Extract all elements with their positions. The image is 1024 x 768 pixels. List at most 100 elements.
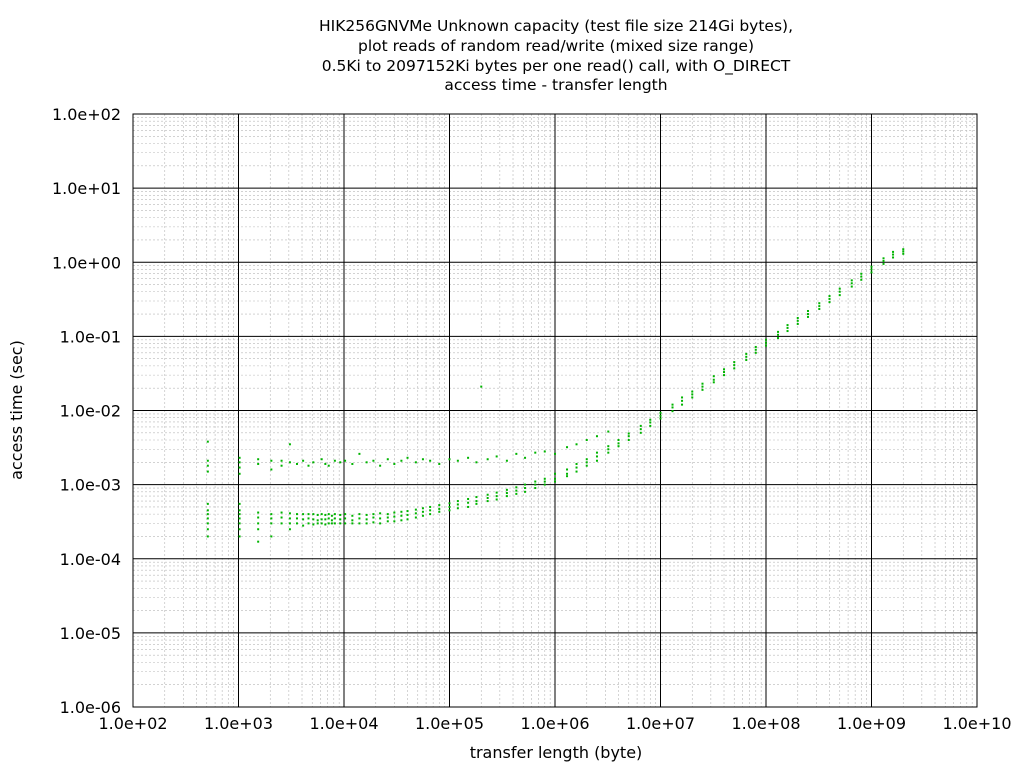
data-point: [238, 502, 241, 505]
data-point: [327, 522, 330, 525]
data-point: [400, 519, 403, 522]
data-point: [543, 450, 546, 453]
data-point: [617, 438, 620, 441]
data-point: [701, 382, 704, 385]
data-point: [333, 513, 336, 516]
data-point: [765, 344, 767, 347]
data-point: [595, 459, 598, 462]
data-point: [257, 540, 260, 543]
data-point: [280, 516, 283, 519]
data-point: [639, 431, 642, 434]
chart-title-line-3: 0.5Ki to 2097152Ki bytes per one read() …: [322, 57, 791, 76]
x-tick-label: 1.0e+04: [309, 714, 378, 733]
data-point: [754, 348, 757, 351]
data-point: [733, 364, 736, 367]
data-point: [257, 462, 260, 465]
y-tick-label: 1.0e-01: [60, 327, 121, 346]
data-point: [475, 500, 478, 503]
data-point: [712, 381, 715, 384]
data-point: [777, 333, 780, 336]
data-point: [681, 399, 684, 402]
data-point: [421, 514, 424, 517]
data-point: [681, 396, 684, 399]
data-point: [270, 459, 273, 462]
data-point: [448, 502, 451, 505]
data-point: [627, 435, 630, 438]
data-point: [639, 424, 642, 427]
data-point: [575, 470, 578, 473]
data-point: [358, 513, 361, 516]
y-tick-label: 1.0e-06: [60, 698, 121, 717]
data-point: [312, 513, 315, 516]
y-tick-label: 1.0e-04: [60, 550, 121, 569]
data-point: [902, 250, 905, 253]
data-point: [659, 411, 662, 414]
y-axis-label: access time (sec): [7, 340, 26, 480]
data-point: [406, 510, 409, 513]
data-point: [850, 285, 853, 288]
data-point: [280, 522, 283, 525]
data-point: [595, 435, 598, 438]
y-tick-label: 1.0e+02: [52, 105, 121, 124]
data-point: [339, 461, 342, 464]
data-point: [524, 456, 527, 459]
data-point: [379, 517, 382, 520]
data-point: [288, 517, 291, 520]
data-point: [438, 507, 441, 510]
data-point: [828, 301, 831, 304]
data-point: [351, 522, 354, 525]
data-point: [456, 503, 459, 506]
data-point: [806, 313, 809, 316]
data-point: [691, 390, 694, 393]
y-tick-label: 1.0e+01: [52, 179, 121, 198]
data-point: [270, 468, 273, 471]
data-point: [448, 505, 451, 508]
data-point: [333, 459, 336, 462]
data-point: [486, 497, 489, 500]
data-point: [379, 464, 382, 467]
data-point: [786, 324, 789, 327]
data-point: [595, 451, 598, 454]
data-point: [838, 294, 841, 297]
data-point: [467, 505, 470, 508]
y-tick-label: 1.0e-05: [60, 624, 121, 643]
data-point: [534, 487, 537, 490]
data-point: [429, 509, 432, 512]
data-point: [659, 417, 662, 420]
data-point: [302, 513, 305, 516]
data-point: [257, 458, 260, 461]
data-point: [238, 513, 241, 516]
data-point: [238, 472, 241, 475]
data-point: [486, 500, 489, 503]
data-point: [270, 535, 273, 538]
data-point: [288, 461, 291, 464]
data-point: [723, 368, 726, 371]
data-point: [288, 528, 291, 531]
data-point: [649, 424, 652, 427]
data-point: [475, 461, 478, 464]
data-point: [339, 513, 342, 516]
data-point: [838, 290, 841, 293]
data-point: [386, 458, 389, 461]
data-point: [414, 508, 417, 511]
data-point: [786, 330, 789, 333]
data-point: [324, 523, 327, 526]
data-point: [288, 522, 291, 525]
data-point: [320, 518, 323, 521]
data-point: [892, 256, 895, 259]
data-point: [324, 462, 327, 465]
data-point: [312, 523, 315, 526]
data-points: [206, 248, 905, 543]
data-point: [438, 510, 441, 513]
y-tick-label: 1.0e-02: [60, 402, 121, 421]
data-point: [280, 459, 283, 462]
data-point: [585, 438, 588, 441]
data-point: [534, 480, 537, 483]
data-point: [344, 522, 347, 525]
data-point: [585, 464, 588, 467]
data-point: [238, 509, 241, 512]
data-point: [818, 308, 821, 311]
data-point: [495, 491, 498, 494]
data-point: [733, 367, 736, 370]
data-point: [691, 393, 694, 396]
